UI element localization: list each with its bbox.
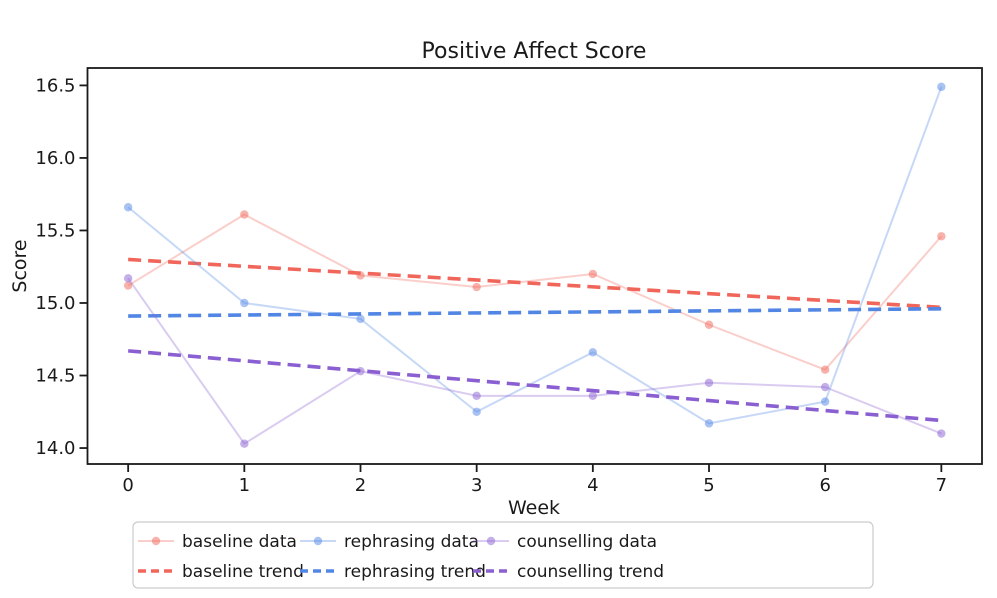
legend-label-counselling-data: counselling data	[517, 532, 657, 552]
y-tick-label: 14.0	[35, 438, 75, 459]
y-axis-label: Score	[9, 239, 31, 292]
x-axis-ticks: 0 1 2 3 4 5 6 7	[122, 464, 947, 496]
legend-label-counselling-trend: counselling trend	[517, 562, 664, 582]
legend-sample-marker-rephrasing-data	[313, 536, 323, 546]
series-line-rephrasing-data	[127, 86, 943, 425]
data-point-baseline-data-week-1	[240, 210, 249, 219]
x-tick-label: 1	[239, 475, 250, 496]
y-tick-label: 15.5	[35, 220, 75, 241]
legend-entry-counselling-data: counselling data	[473, 532, 657, 552]
data-point-counselling-data-week-5	[704, 378, 714, 387]
x-tick-label: 0	[122, 475, 133, 496]
x-axis-label: Week	[508, 497, 560, 519]
data-point-counselling-data-week-4	[588, 391, 598, 401]
legend-entry-rephrasing-trend: rephrasing trend	[300, 562, 486, 582]
x-tick-label: 3	[471, 475, 482, 496]
legend-entry-baseline-data: baseline data	[138, 532, 297, 552]
y-axis-ticks: 14.0 14.5 15.0 15.5 16.0 16.5	[35, 75, 88, 459]
plot-spines	[86, 67, 983, 465]
trend-line-rephrasing-trend	[128, 306, 942, 318]
data-point-rephrasing-data-week-3	[472, 407, 481, 416]
legend-label-baseline-trend: baseline trend	[182, 562, 304, 582]
data-point-baseline-data-week-7	[937, 232, 946, 241]
x-tick-label: 2	[355, 475, 366, 496]
legend-label-rephrasing-trend: rephrasing trend	[344, 562, 486, 582]
data-point-counselling-data-week-1	[240, 439, 249, 448]
plot-series	[123, 82, 946, 448]
plot-border	[86, 67, 983, 465]
data-point-rephrasing-data-week-1	[240, 298, 249, 308]
x-tick-label: 4	[587, 475, 598, 496]
legend-entry-counselling-trend: counselling trend	[473, 562, 664, 582]
data-point-counselling-data-week-6	[820, 382, 830, 392]
data-point-rephrasing-data-week-4	[588, 348, 598, 357]
legend-entry-rephrasing-data: rephrasing data	[300, 532, 479, 552]
y-tick-label: 14.5	[35, 366, 75, 387]
legend-sample-marker-counselling-data	[486, 536, 496, 546]
x-tick-label: 5	[703, 475, 714, 496]
data-point-baseline-data-week-4	[588, 269, 598, 279]
data-point-rephrasing-data-week-5	[704, 419, 714, 428]
legend: baseline data baseline trend rephrasing da…	[132, 521, 874, 589]
y-tick-label: 15.0	[35, 293, 75, 314]
data-point-baseline-data-week-0	[123, 281, 133, 290]
x-tick-label: 7	[936, 475, 947, 496]
series-line-counselling-data	[127, 277, 942, 445]
legend-sample-marker-baseline-data	[151, 536, 161, 546]
legend-label-baseline-data: baseline data	[182, 532, 297, 552]
data-point-rephrasing-data-week-0	[123, 203, 133, 212]
y-tick-label: 16.0	[35, 148, 75, 169]
data-point-baseline-data-week-3	[472, 282, 481, 292]
data-point-counselling-data-week-3	[472, 391, 481, 401]
data-point-rephrasing-data-week-6	[820, 397, 830, 406]
data-point-rephrasing-data-week-2	[356, 314, 365, 324]
data-point-baseline-data-week-6	[820, 365, 830, 374]
chart-title: Positive Affect Score	[422, 39, 647, 64]
data-point-counselling-data-week-7	[937, 429, 946, 438]
trend-line-counselling-trend	[128, 349, 942, 423]
series-line-baseline-data	[127, 213, 943, 371]
data-point-rephrasing-data-week-7	[937, 82, 946, 92]
y-tick-label: 16.5	[35, 75, 75, 96]
legend-entry-baseline-trend: baseline trend	[138, 562, 304, 582]
data-point-baseline-data-week-5	[704, 320, 714, 329]
data-point-counselling-data-week-0	[123, 274, 133, 283]
trend-line-baseline-trend	[128, 257, 942, 310]
x-tick-label: 6	[819, 475, 830, 496]
legend-label-rephrasing-data: rephrasing data	[344, 532, 479, 552]
